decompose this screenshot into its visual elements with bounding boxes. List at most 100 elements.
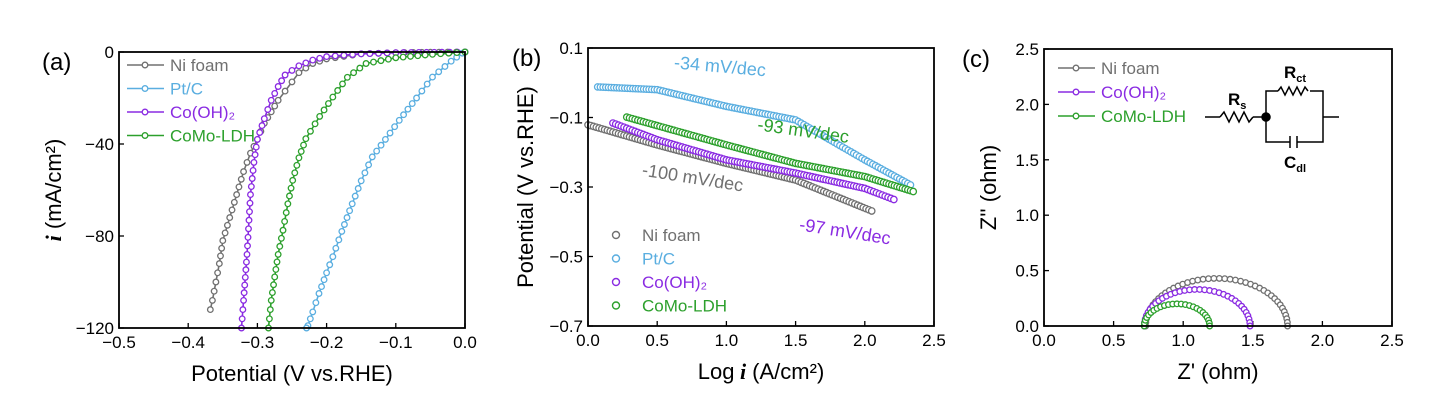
plot-frame (118, 51, 466, 329)
data-point (272, 265, 280, 273)
axis-label-part: (mA/cm²) (41, 139, 66, 236)
data-point (399, 53, 407, 61)
data-point (281, 217, 289, 225)
data-point (264, 106, 272, 113)
legend-label: CoMo-LDH (170, 127, 255, 146)
data-point (291, 169, 299, 177)
y-tick-label: 0.5 (1015, 262, 1039, 281)
data-point (208, 296, 216, 304)
data-point (276, 242, 284, 250)
x-tick-label: 0.0 (453, 333, 477, 352)
data-point (237, 175, 245, 183)
series-co-oh- (238, 48, 469, 332)
legend-label: Pt/C (170, 80, 203, 99)
slope-annotation: -93 mV/dec (756, 114, 850, 147)
data-point (248, 175, 256, 182)
data-point (423, 80, 431, 88)
data-point (282, 209, 290, 217)
x-tick-label: 1.0 (715, 331, 739, 350)
series-pt-c (593, 83, 915, 189)
slope-annotation: -34 mV/dec (673, 52, 766, 80)
data-point (266, 306, 274, 314)
y-tick-label: −40 (85, 135, 114, 154)
data-point (267, 296, 275, 304)
data-point (315, 290, 323, 297)
plot-area (206, 48, 469, 332)
axis-label-part: i (734, 359, 747, 384)
data-point (392, 54, 400, 62)
data-point (212, 278, 220, 286)
y-axis-label: i (mA/cm²) (41, 139, 66, 242)
data-point (223, 221, 231, 229)
series-como-ldh (265, 48, 469, 332)
data-point (288, 66, 296, 74)
data-point (273, 258, 281, 266)
data-point (244, 242, 251, 250)
data-point (240, 289, 248, 297)
data-point (215, 260, 223, 268)
data-point (421, 51, 429, 59)
plot-area (1140, 274, 1292, 330)
x-tick-label: −0.2 (310, 333, 344, 352)
data-point (219, 237, 227, 245)
x-tick-label: 2.0 (1311, 331, 1335, 350)
data-point (235, 183, 243, 191)
axis-label-part: (A/cm²) (746, 359, 824, 384)
data-point (373, 147, 381, 155)
axis-label-part: i (41, 234, 66, 241)
data-point (281, 71, 289, 79)
data-point (210, 287, 218, 295)
data-point (206, 306, 214, 314)
series-line (267, 51, 466, 329)
data-point (338, 227, 346, 235)
data-point (329, 93, 337, 101)
data-point (339, 80, 346, 88)
data-point (281, 87, 289, 95)
data-point (241, 273, 249, 281)
y-axis-label: Potential (V vs.RHE) (513, 86, 538, 288)
legend-marker (141, 132, 149, 139)
legend-marker (611, 254, 621, 263)
data-point (404, 105, 412, 113)
data-point (246, 208, 253, 216)
data-point (242, 258, 250, 266)
y-tick-label: 0.1 (559, 39, 583, 58)
data-point (340, 51, 348, 59)
data-point (407, 52, 414, 60)
x-tick-label: 1.5 (1241, 331, 1265, 350)
data-point (350, 69, 358, 77)
resistor-rct-icon (1277, 85, 1309, 97)
panel-b-tafel-plot: (b) 0.0 0.5 1.0 1.5 2.0 2.5 0.1 −0.1 −0.3 −0.5 −0.7… (512, 39, 946, 384)
data-point (247, 183, 255, 190)
data-point (267, 96, 275, 104)
y-tick-label: −80 (85, 227, 114, 246)
data-point (218, 244, 226, 252)
data-point (249, 166, 257, 174)
data-point (391, 123, 399, 131)
legend-label: Ni foam (170, 56, 229, 75)
x-tick-label: 2.5 (1380, 331, 1404, 350)
data-point (295, 154, 303, 162)
data-point (323, 269, 331, 277)
x-tick-label: 0.5 (645, 331, 669, 350)
x-tick-label: 0.0 (1032, 331, 1056, 350)
legend-marker (611, 301, 621, 310)
data-point (309, 56, 317, 64)
data-point (1199, 275, 1207, 283)
legend-label: Co(OH)₂ (170, 103, 235, 122)
data-point (228, 206, 236, 214)
legend-marker (1072, 64, 1080, 72)
legend-marker (1072, 112, 1080, 120)
data-point (256, 129, 264, 136)
legend: Ni foam Pt/C Co(OH)₂ CoMo-LDH (611, 226, 727, 316)
x-tick-label: 1.0 (1171, 331, 1195, 350)
y-tick-label: 0.0 (1015, 317, 1039, 336)
data-point (293, 161, 301, 169)
y-tick-label: 0 (105, 43, 114, 62)
data-point (274, 96, 282, 104)
panel-label: (c) (962, 46, 990, 73)
data-point (867, 207, 876, 215)
data-point (365, 161, 373, 169)
circuit-label-rct: Rct (1284, 63, 1306, 85)
